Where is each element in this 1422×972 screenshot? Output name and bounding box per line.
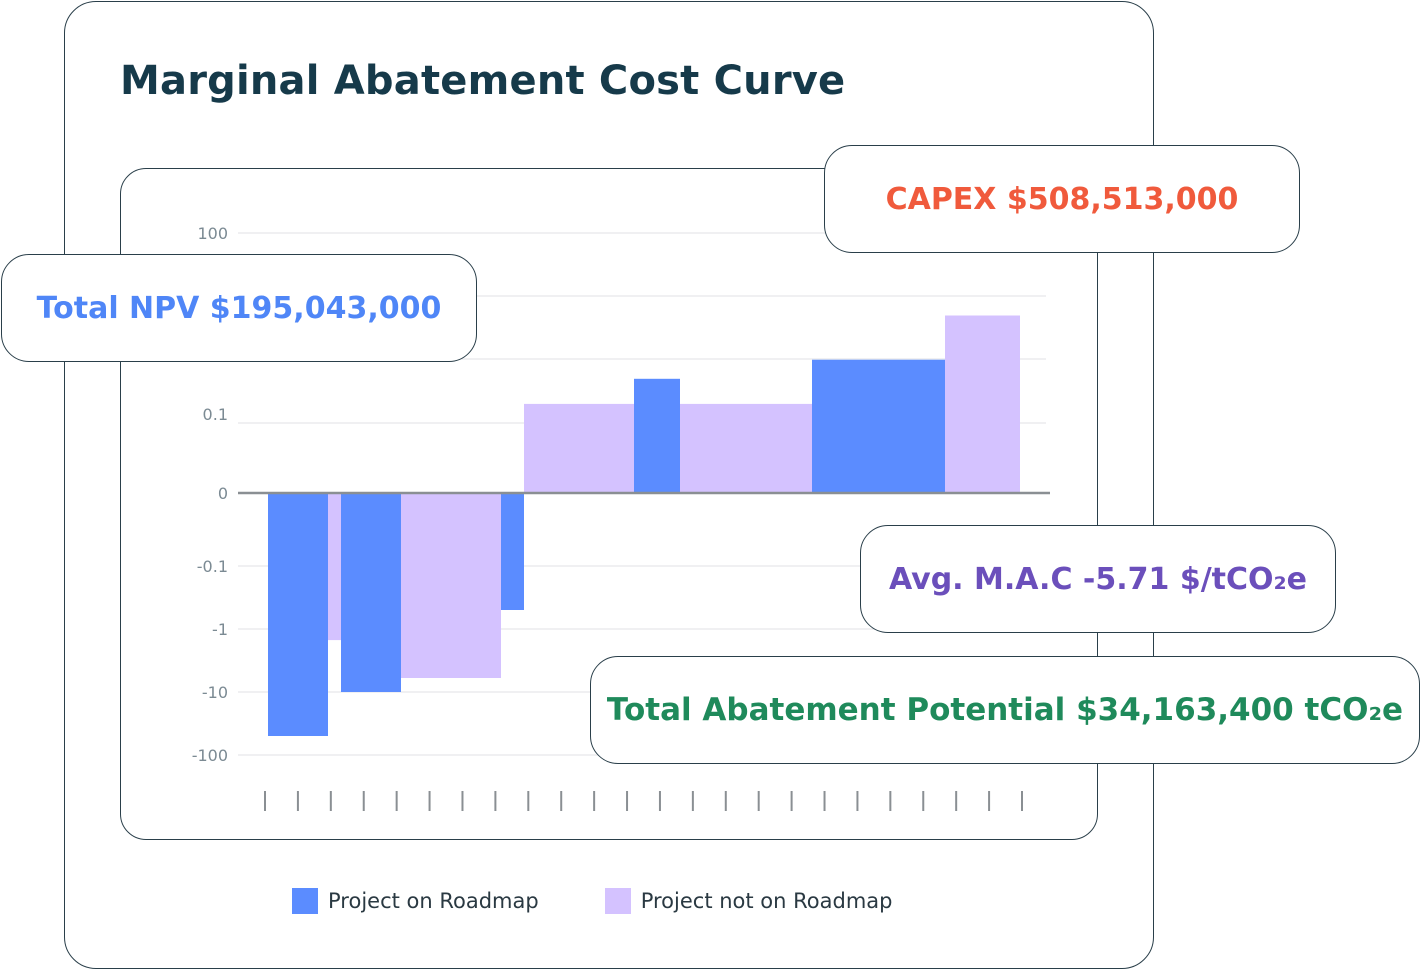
total-abatement-text: Total Abatement Potential $34,163,400 tC… bbox=[606, 692, 1404, 728]
y-tick-label: -100 bbox=[192, 746, 228, 765]
bar-not-on-roadmap bbox=[401, 493, 501, 678]
y-tick-label: -1 bbox=[212, 620, 228, 639]
y-tick-label: -0.1 bbox=[197, 557, 228, 576]
bar-not-on-roadmap bbox=[524, 403, 634, 493]
bar-not-on-roadmap bbox=[328, 493, 341, 641]
y-axis-tick-labels: 100 0.1 0 -0.1 -1 -10 -100 bbox=[192, 224, 228, 765]
y-tick-label: -10 bbox=[202, 683, 228, 702]
legend-label-not-on-roadmap: Project not on Roadmap bbox=[640, 889, 893, 913]
y-tick-label: 0 bbox=[218, 484, 228, 503]
legend-swatch-on-roadmap bbox=[292, 888, 318, 914]
bar-not-on-roadmap bbox=[680, 403, 812, 493]
x-axis-ticks bbox=[264, 791, 1023, 811]
y-tick-label: 0.1 bbox=[203, 405, 228, 424]
chart-legend: Project on Roadmap Project not on Roadma… bbox=[292, 888, 893, 914]
avg-mac-callout: Avg. M.A.C -5.71 $/tCO₂e bbox=[860, 525, 1336, 633]
bar-on-roadmap bbox=[341, 493, 401, 692]
legend-swatch-not-on-roadmap bbox=[604, 888, 631, 914]
total-npv-callout: Total NPV $195,043,000 bbox=[1, 254, 477, 362]
total-npv-text: Total NPV $195,043,000 bbox=[36, 290, 442, 326]
capex-callout: CAPEX $508,513,000 bbox=[824, 145, 1300, 253]
y-tick-label: 100 bbox=[197, 224, 228, 243]
bar-on-roadmap bbox=[812, 359, 945, 493]
legend-item-not-on-roadmap[interactable]: Project not on Roadmap bbox=[604, 888, 893, 914]
total-abatement-callout: Total Abatement Potential $34,163,400 tC… bbox=[590, 656, 1420, 764]
bar-on-roadmap bbox=[634, 378, 680, 493]
capex-text: CAPEX $508,513,000 bbox=[885, 181, 1239, 217]
legend-item-on-roadmap[interactable]: Project on Roadmap bbox=[292, 888, 539, 914]
chart-title: Marginal Abatement Cost Curve bbox=[120, 58, 846, 104]
legend-label-on-roadmap: Project on Roadmap bbox=[328, 889, 539, 913]
bar-not-on-roadmap bbox=[945, 315, 1020, 493]
avg-mac-text: Avg. M.A.C -5.71 $/tCO₂e bbox=[889, 561, 1307, 597]
bars bbox=[268, 315, 1020, 736]
bar-on-roadmap bbox=[268, 493, 328, 736]
bar-on-roadmap bbox=[501, 493, 524, 610]
